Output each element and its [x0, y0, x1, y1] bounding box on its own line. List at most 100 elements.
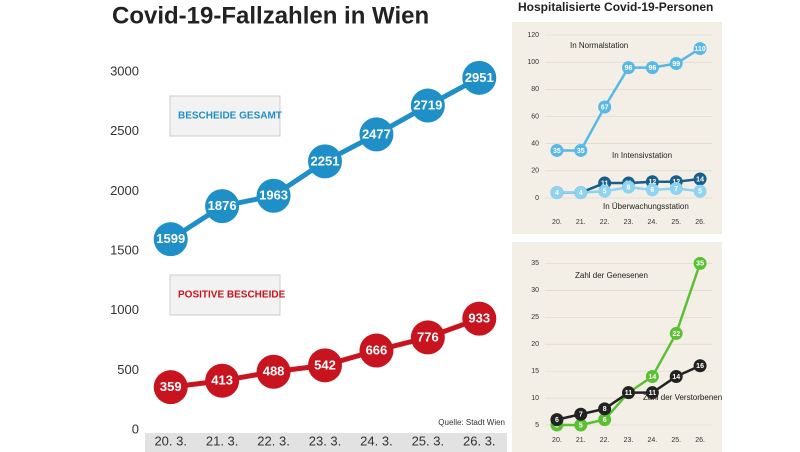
- data-label: 11: [649, 390, 657, 397]
- data-point: [693, 42, 707, 56]
- data-label: 7: [674, 186, 678, 193]
- x-axis-band: [145, 433, 507, 452]
- y-tick-label: 2000: [110, 183, 139, 198]
- data-label: 4: [579, 190, 583, 197]
- y-tick-label: 20: [531, 168, 539, 175]
- y-tick-label: 20: [531, 341, 539, 348]
- x-tick-label: 20.: [552, 437, 562, 444]
- chart-title: Hospitalisierte Covid-19-Personen: [518, 0, 713, 14]
- data-label: 35: [696, 261, 704, 268]
- data-label: 16: [696, 363, 704, 370]
- data-label: 96: [625, 65, 633, 72]
- data-label: 776: [417, 329, 439, 344]
- x-tick-label: 23.: [624, 437, 634, 444]
- data-label: 359: [160, 379, 182, 394]
- data-point: [645, 370, 659, 384]
- y-tick-label: 100: [527, 59, 539, 66]
- data-point: [359, 117, 394, 152]
- data-label: 35: [577, 148, 585, 155]
- x-tick-label: 21. 3.: [206, 433, 239, 448]
- data-label: 14: [696, 176, 704, 183]
- legend-label: In Normalstation: [570, 41, 628, 50]
- x-tick-label: 22.: [600, 437, 610, 444]
- data-point: [256, 178, 291, 213]
- data-point: [359, 333, 394, 368]
- y-tick-label: 30: [531, 287, 539, 294]
- data-point: [669, 326, 683, 340]
- data-label: 542: [314, 357, 336, 372]
- data-point: [645, 61, 659, 75]
- data-point: [205, 189, 240, 224]
- data-point: [693, 256, 707, 270]
- data-label: 2719: [413, 97, 442, 112]
- data-label: 14: [672, 374, 680, 381]
- data-label: 5: [698, 189, 702, 196]
- data-label: 8: [627, 184, 631, 191]
- data-label: 4: [555, 190, 559, 197]
- data-label: 666: [366, 342, 388, 357]
- data-label: 2477: [362, 126, 391, 141]
- data-point: [462, 301, 497, 336]
- data-label: 5: [603, 189, 607, 196]
- data-point: [574, 407, 588, 421]
- x-tick-label: 21.: [576, 219, 586, 226]
- legend-label: Zahl der Verstorbenen: [643, 393, 722, 402]
- x-tick-label: 25.: [671, 437, 681, 444]
- data-point: [669, 57, 683, 71]
- data-label: 1599: [156, 231, 185, 246]
- data-point: [462, 60, 497, 95]
- legend-label: POSITIVE BESCHEIDE: [178, 290, 286, 301]
- legend-label: In Überwachungsstation: [603, 202, 689, 211]
- data-point: [693, 359, 707, 373]
- source: Quelle: Stadt Wien: [438, 418, 505, 427]
- x-tick-label: 25. 3.: [412, 433, 445, 448]
- x-tick-label: 20. 3.: [154, 433, 187, 448]
- data-label: 110: [694, 46, 705, 53]
- data-point: [550, 186, 564, 200]
- data-point: [669, 181, 683, 195]
- y-tick-label: 10: [531, 395, 539, 402]
- x-tick-label: 23. 3.: [309, 433, 342, 448]
- data-point: [574, 418, 588, 432]
- y-tick-label: 60: [531, 113, 539, 120]
- data-point: [256, 354, 291, 389]
- data-label: 1876: [208, 198, 237, 213]
- data-point: [153, 222, 188, 257]
- y-tick-label: 0: [132, 421, 139, 436]
- y-tick-label: 120: [527, 32, 539, 39]
- chart-title: Covid-19-Fallzahlen in Wien: [112, 2, 429, 29]
- y-tick-label: 3000: [110, 63, 139, 78]
- data-point: [153, 370, 188, 405]
- data-point: [645, 183, 659, 197]
- y-tick-label: 40: [531, 141, 539, 148]
- data-label: 6: [555, 417, 559, 424]
- data-point: [308, 348, 342, 383]
- x-tick-label: 24. 3.: [360, 433, 393, 448]
- panel: [512, 242, 722, 452]
- data-point: [574, 186, 588, 200]
- legend-box: [169, 95, 281, 137]
- data-label: 1963: [259, 188, 288, 203]
- data-label: 2251: [311, 153, 340, 168]
- y-tick-label: 5: [535, 422, 539, 429]
- data-point: [574, 143, 588, 157]
- y-tick-label: 500: [117, 362, 139, 377]
- data-label: 6: [603, 417, 607, 424]
- data-label: 99: [672, 61, 680, 68]
- data-point: [598, 402, 612, 416]
- data-point: [669, 370, 683, 384]
- y-tick-label: 1500: [110, 242, 139, 257]
- x-tick-label: 21.: [576, 437, 586, 444]
- data-label: 35: [553, 148, 561, 155]
- data-label: 6: [650, 187, 654, 194]
- data-label: 933: [468, 311, 490, 326]
- data-label: 67: [601, 104, 609, 111]
- data-label: 7: [579, 412, 583, 419]
- data-point: [622, 61, 635, 75]
- data-point: [622, 180, 635, 194]
- data-point: [645, 386, 659, 400]
- data-label: 14: [648, 374, 656, 381]
- legend-label: BESCHEIDE GESAMT: [178, 111, 282, 122]
- data-label: 2951: [465, 70, 494, 85]
